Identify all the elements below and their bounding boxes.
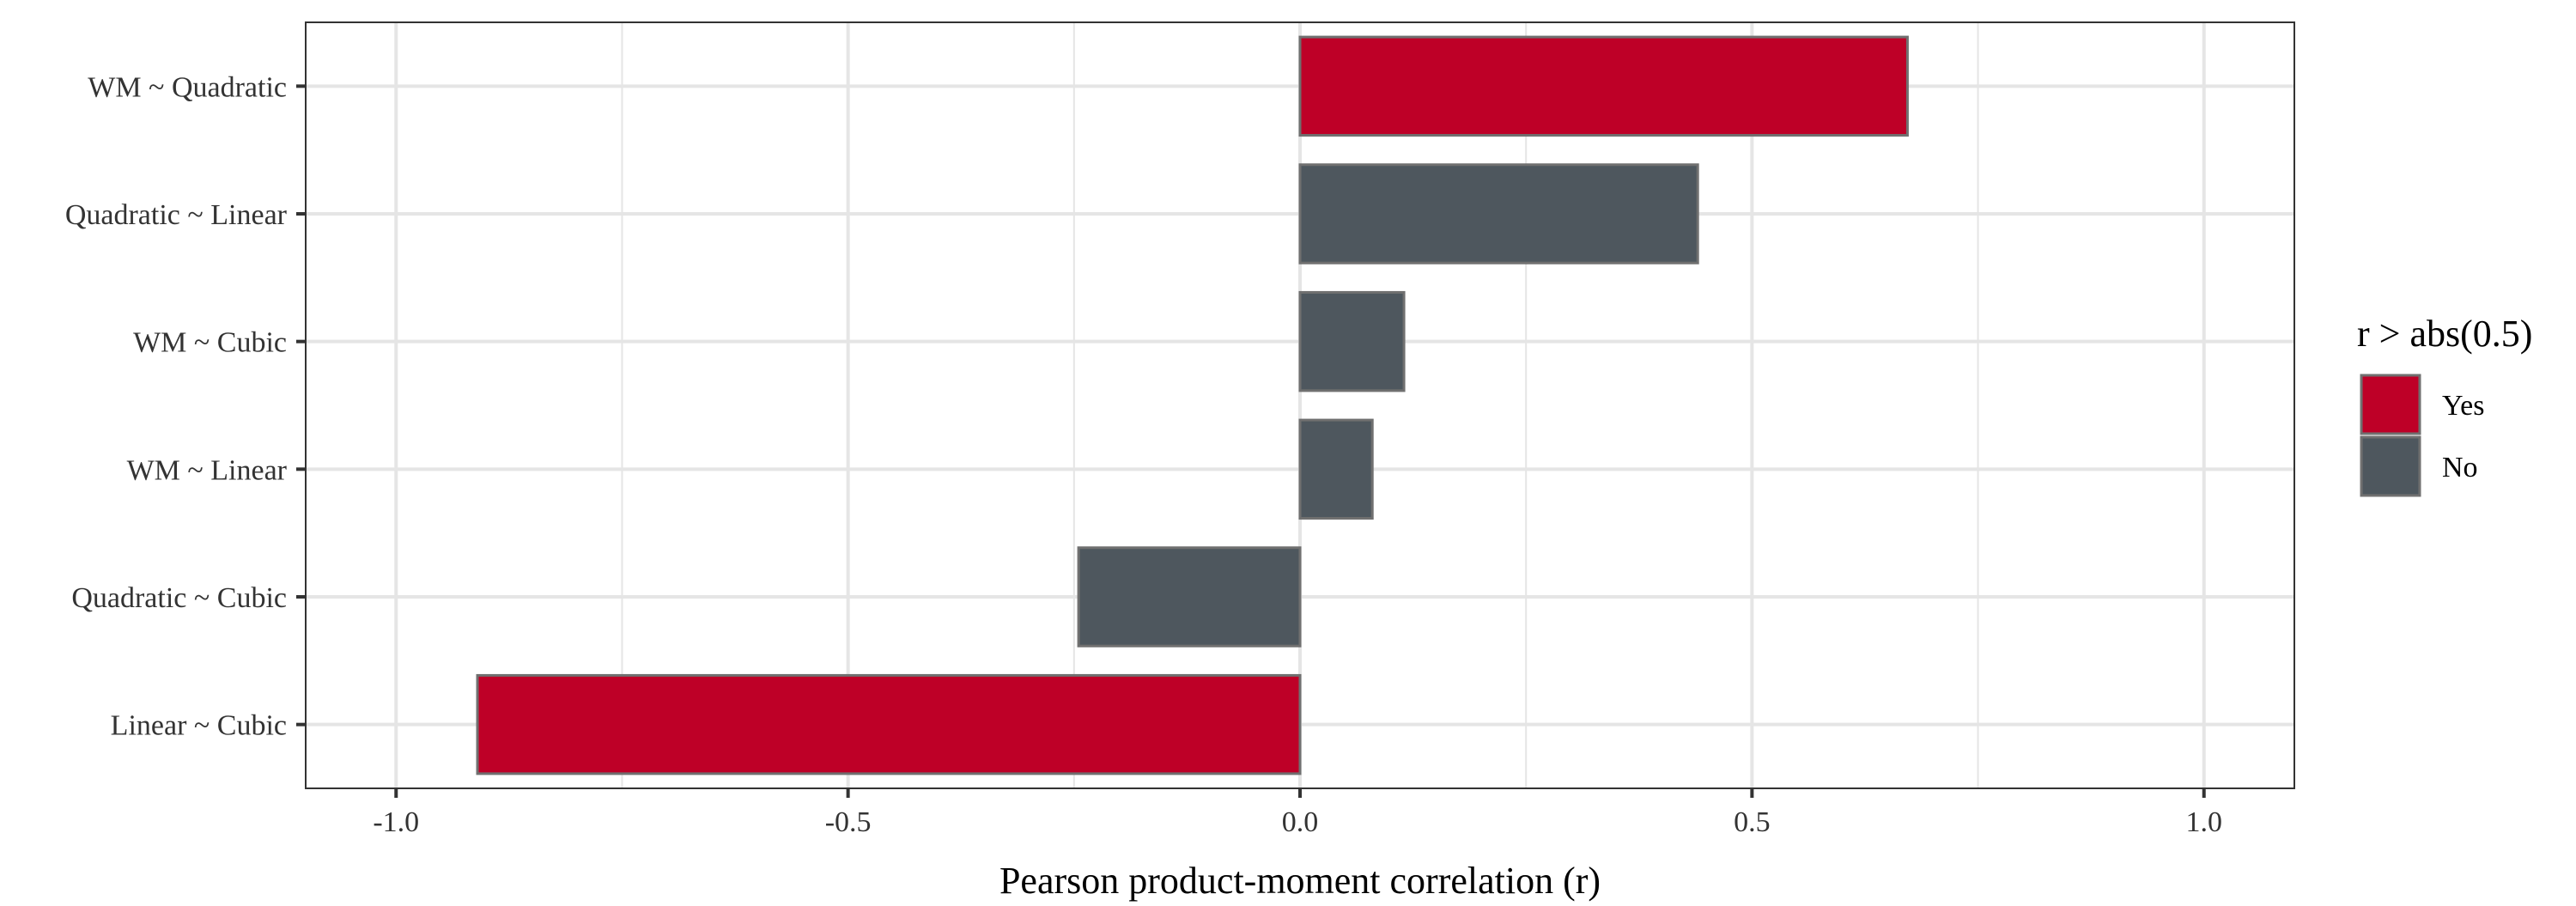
axis-layer: Linear ~ Cubic Quadratic ~ Cubic WM ~ Line… bbox=[65, 71, 2222, 838]
y-tick-label: Linear ~ Cubic bbox=[111, 710, 287, 742]
y-tick-label: WM ~ Quadratic bbox=[88, 71, 287, 103]
x-axis-title: Pearson product-moment correlation (r) bbox=[999, 860, 1601, 902]
x-tick-label: -0.5 bbox=[825, 806, 872, 838]
bar bbox=[1298, 35, 1909, 137]
x-tick-label: 1.0 bbox=[2185, 806, 2222, 838]
legend-entries: Yes No bbox=[2360, 374, 2484, 497]
x-tick-label: -1.0 bbox=[373, 806, 419, 838]
bar bbox=[1298, 290, 1406, 392]
grid-layer bbox=[306, 22, 2294, 788]
x-tick-label: 0.5 bbox=[1734, 806, 1771, 838]
bar bbox=[476, 673, 1302, 775]
y-tick-label: Quadratic ~ Cubic bbox=[71, 582, 287, 614]
legend-title: r > abs(0.5) bbox=[2357, 313, 2532, 355]
legend-label-no: No bbox=[2442, 452, 2478, 483]
y-tick-label: WM ~ Linear bbox=[127, 454, 288, 486]
bar bbox=[1298, 163, 1699, 265]
bar bbox=[1298, 418, 1374, 520]
y-tick-label: Quadratic ~ Linear bbox=[65, 199, 288, 231]
x-tick-label: 0.0 bbox=[1282, 806, 1319, 838]
legend: r > abs(0.5) Yes No bbox=[2357, 313, 2532, 497]
legend-label-yes: Yes bbox=[2442, 390, 2484, 422]
legend-key-no bbox=[2360, 435, 2421, 497]
y-tick-label: WM ~ Cubic bbox=[133, 327, 287, 359]
bar-layer bbox=[476, 35, 1909, 775]
legend-key-yes bbox=[2360, 374, 2421, 435]
bar bbox=[1077, 546, 1302, 648]
